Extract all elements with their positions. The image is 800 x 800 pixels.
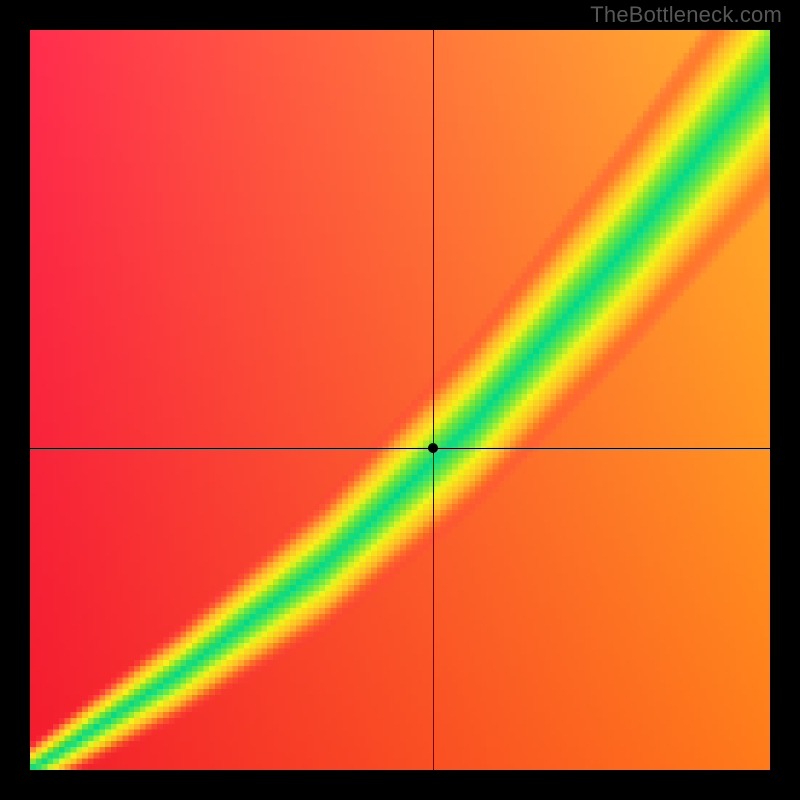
watermark-text: TheBottleneck.com	[590, 2, 782, 28]
crosshair-vertical	[433, 30, 434, 770]
crosshair-horizontal	[30, 448, 770, 449]
chart-frame: TheBottleneck.com	[0, 0, 800, 800]
heatmap-canvas	[30, 30, 770, 770]
plot-area	[30, 30, 770, 770]
